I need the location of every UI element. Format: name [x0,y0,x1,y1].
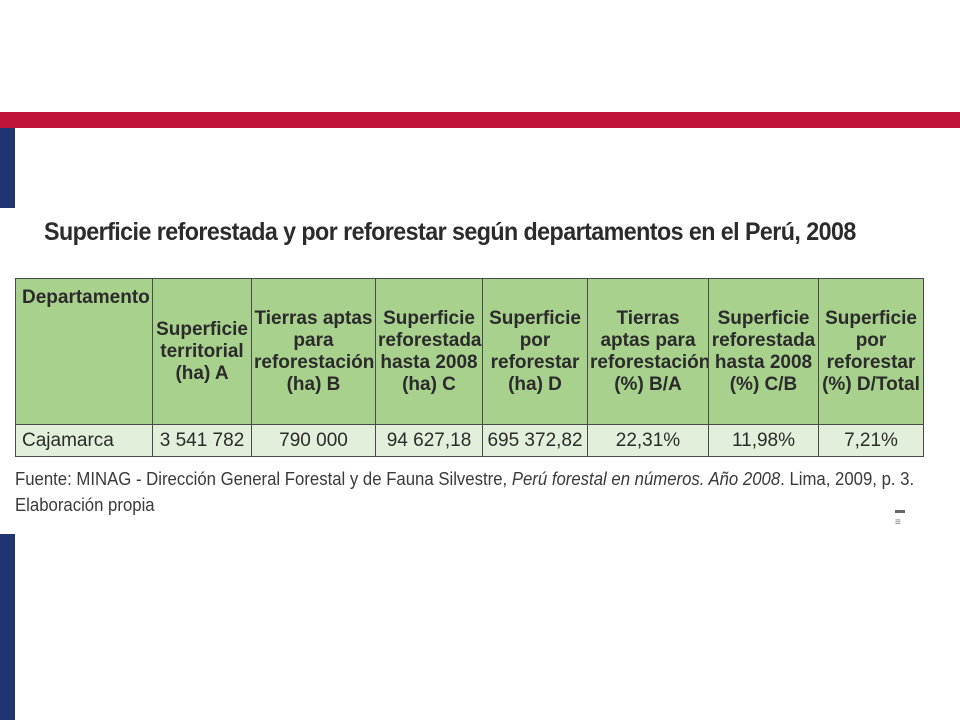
header-departamento: Departamento [15,278,153,425]
reforestation-table: Departamento Superficie territorial (ha)… [15,278,924,457]
cell-superficie-reforestada-pct: 11,98% [708,424,819,457]
slide-mark: ≡ [894,510,906,534]
cell-tierras-aptas-pct: 22,31% [587,424,709,457]
slide-mark-dash [895,510,905,513]
cell-superficie-por-reforestar-pct: 7,21% [818,424,924,457]
header-tierras-aptas-pct: Tierras aptas para reforestación (%) B/A [587,278,709,425]
cell-superficie-por-reforestar-ha: 695 372,82 [482,424,588,457]
source-prefix: Fuente: MINAG - Dirección General Forest… [15,469,512,489]
header-superficie-reforestada-ha: Superficie reforestada hasta 2008 (ha) C [375,278,483,425]
cell-superficie-territorial: 3 541 782 [152,424,252,457]
table-header-row: Departamento Superficie territorial (ha)… [15,278,924,425]
slide-mark-glyph: ≡ [895,517,901,528]
header-superficie-por-reforestar-pct: Superficie por reforestar (%) D/Total [818,278,924,425]
cell-departamento: Cajamarca [15,424,153,457]
source-title: Perú forestal en números. Año 2008 [511,469,781,489]
header-superficie-reforestada-pct: Superficie reforestada hasta 2008 (%) C/… [708,278,819,425]
cell-tierras-aptas-ha: 790 000 [251,424,376,457]
left-blue-bar-top [0,128,15,208]
header-superficie-por-reforestar-ha: Superficie por reforestar (ha) D [482,278,588,425]
top-red-band [0,112,960,128]
header-tierras-aptas-ha: Tierras aptas para reforestación (ha) B [251,278,376,425]
source-line-1: Fuente: MINAG - Dirección General Forest… [15,466,914,492]
source-suffix: . Lima, 2009, p. 3. [780,469,915,489]
source-note: Fuente: MINAG - Dirección General Forest… [15,466,914,518]
left-blue-bar-bottom [0,534,15,720]
slide-title: Superficie reforestada y por reforestar … [44,218,856,246]
table-row: Cajamarca 3 541 782 790 000 94 627,18 69… [15,424,924,457]
source-line-2: Elaboración propia [15,495,155,515]
header-superficie-territorial: Superficie territorial (ha) A [152,278,252,425]
cell-superficie-reforestada-ha: 94 627,18 [375,424,483,457]
